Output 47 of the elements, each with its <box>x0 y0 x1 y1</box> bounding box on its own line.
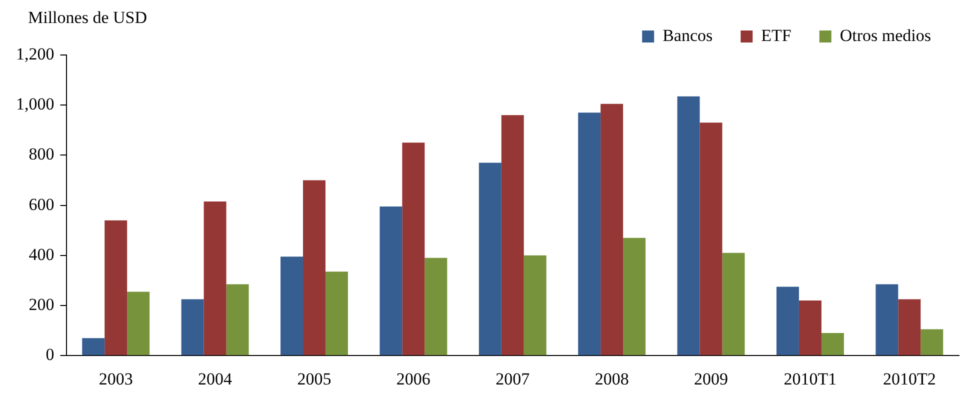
x-tick-label: 2005 <box>297 369 332 388</box>
bar <box>204 202 226 356</box>
bar <box>920 329 944 356</box>
y-tick-label: 400 <box>28 244 54 264</box>
x-tick-label: 2010T1 <box>784 369 837 388</box>
x-tick-label: 2004 <box>198 369 233 388</box>
bar <box>478 162 502 356</box>
y-axis-title: Millones de USD <box>28 8 147 28</box>
bar <box>821 333 844 356</box>
bar <box>876 284 898 356</box>
x-tick-label: 2009 <box>694 369 728 388</box>
bar <box>578 112 601 356</box>
bar <box>424 258 448 356</box>
bar <box>776 286 799 356</box>
legend-label: Otros medios <box>840 26 932 45</box>
y-tick-label: 800 <box>28 144 54 164</box>
bar <box>722 252 745 356</box>
x-tick-label: 2010T2 <box>882 369 936 388</box>
y-tick-label: 1,000 <box>16 94 54 114</box>
bar <box>600 104 624 356</box>
y-tick-label: 200 <box>28 294 54 314</box>
bar <box>700 122 722 356</box>
y-tick-label: 0 <box>46 345 54 364</box>
bar <box>524 255 546 356</box>
bar <box>501 115 524 356</box>
bar <box>677 96 700 356</box>
bar <box>402 142 425 356</box>
bar <box>325 272 348 356</box>
bar <box>623 238 646 356</box>
bar <box>104 220 128 356</box>
x-tick-label: 2008 <box>594 369 629 388</box>
bar <box>380 206 402 356</box>
bar <box>302 180 326 356</box>
legend-label: Bancos <box>662 26 713 45</box>
y-tick-label: 1,200 <box>16 44 54 64</box>
y-tick-label: 600 <box>28 194 54 214</box>
x-tick-label: 2003 <box>98 369 133 388</box>
bar <box>181 299 204 356</box>
bar <box>280 256 303 356</box>
x-tick-label: 2006 <box>396 369 430 388</box>
bar <box>898 299 921 356</box>
x-tick-label: 2007 <box>496 369 530 388</box>
legend-label: ETF <box>761 26 792 45</box>
bar <box>798 300 822 356</box>
bar <box>127 292 150 356</box>
bar <box>226 284 249 356</box>
bar <box>82 338 105 356</box>
